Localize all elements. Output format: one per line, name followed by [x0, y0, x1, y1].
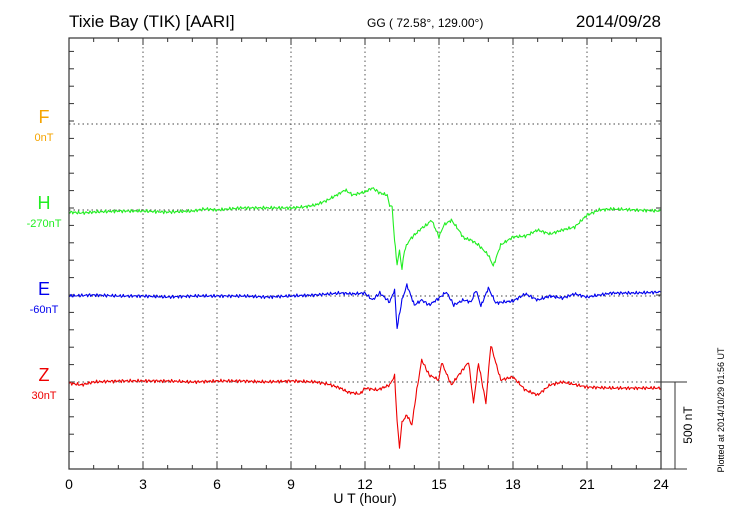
x-tick-label: 24: [653, 476, 669, 492]
series-offset-h: -270nT: [27, 218, 62, 230]
series-line-h: [68, 187, 662, 271]
x-tick-label: 18: [505, 476, 521, 492]
x-tick-label: 3: [139, 476, 147, 492]
chart-title: Tixie Bay (TIK) [AARI]: [69, 12, 235, 31]
series-line-z: [68, 346, 662, 449]
x-tick-label: 21: [579, 476, 595, 492]
plotted-at-footer: Plotted at 2014/10/29 01:56 UT: [716, 347, 726, 473]
series-name-h: H: [38, 193, 51, 213]
x-tick-label: 9: [287, 476, 295, 492]
chart-date: 2014/09/28: [576, 12, 661, 31]
x-tick-label: 0: [65, 476, 73, 492]
series-line-e: [68, 283, 662, 330]
x-axis-label: U T (hour): [333, 490, 396, 506]
x-tick-label: 15: [431, 476, 447, 492]
plot-frame: [68, 37, 662, 470]
scale-bar-label: 500 nT: [681, 406, 695, 444]
chart-subtitle: GG ( 72.58°, 129.00°): [367, 16, 483, 30]
x-tick-label: 12: [357, 476, 373, 492]
series-offset-e: -60nT: [30, 304, 59, 316]
series-name-z: Z: [39, 365, 50, 385]
x-tick-label: 6: [213, 476, 221, 492]
series-offset-f: 0nT: [35, 132, 54, 144]
series-name-e: E: [38, 279, 50, 299]
series-name-f: F: [39, 107, 50, 127]
series-offset-z: 30nT: [31, 390, 56, 402]
